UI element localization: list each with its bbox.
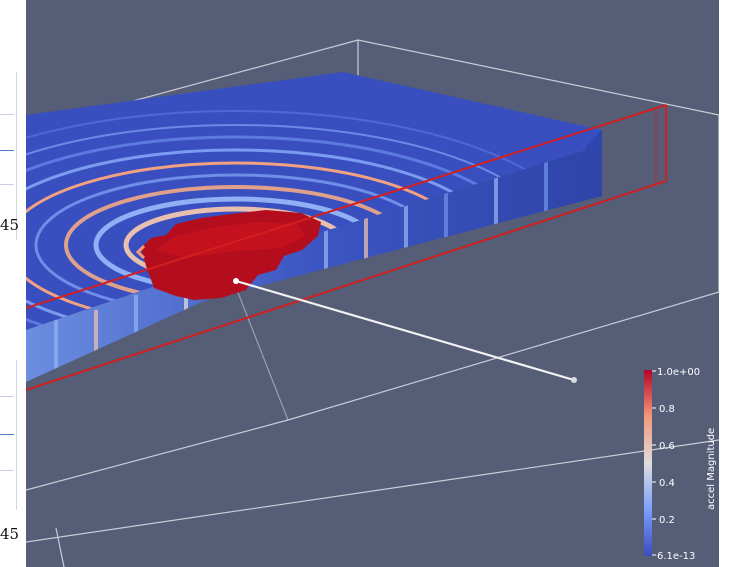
colorbar-gradient [644, 370, 652, 556]
render-viewport[interactable]: 1.0e+00 0.8 0.6 0.4 0.2 6.1e-13 accel Ma… [26, 0, 719, 567]
colorbar-max-label: 1.0e+00 [657, 367, 700, 378]
colorbar-tick-1: 0.6 [659, 441, 675, 452]
left-plot-top-tick-label: 45 [0, 216, 20, 234]
left-panel: 45 45 [0, 0, 26, 567]
slice-outline [26, 104, 667, 391]
left-plot-bottom-tick-label: 45 [0, 525, 20, 543]
colorbar-title: accel Magnitude [706, 428, 717, 510]
probe-end-handle[interactable] [571, 377, 577, 383]
right-margin [719, 0, 733, 567]
colorbar-tick-2: 0.4 [659, 478, 675, 489]
probe-line[interactable] [233, 278, 577, 383]
colorbar-tick-0: 0.8 [659, 404, 675, 415]
color-legend: 1.0e+00 0.8 0.6 0.4 0.2 6.1e-13 accel Ma… [644, 367, 717, 562]
left-plot-top [0, 72, 17, 240]
colorbar-tick-3: 0.2 [659, 515, 675, 526]
colorbar-min-label: 6.1e-13 [657, 551, 695, 562]
render-canvas[interactable]: 1.0e+00 0.8 0.6 0.4 0.2 6.1e-13 accel Ma… [26, 0, 719, 567]
left-plot-bottom [0, 360, 17, 510]
probe-start-handle[interactable] [233, 278, 239, 284]
